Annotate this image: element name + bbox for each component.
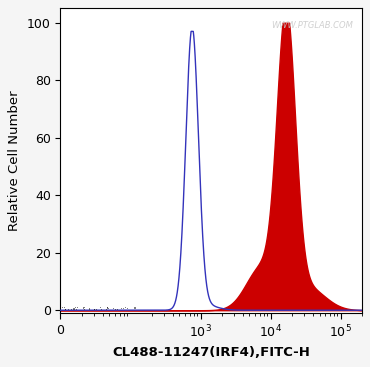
- X-axis label: CL488-11247(IRF4),FITC-H: CL488-11247(IRF4),FITC-H: [112, 346, 310, 359]
- Y-axis label: Relative Cell Number: Relative Cell Number: [9, 90, 21, 231]
- Text: WWW.PTGLAB.COM: WWW.PTGLAB.COM: [271, 21, 353, 29]
